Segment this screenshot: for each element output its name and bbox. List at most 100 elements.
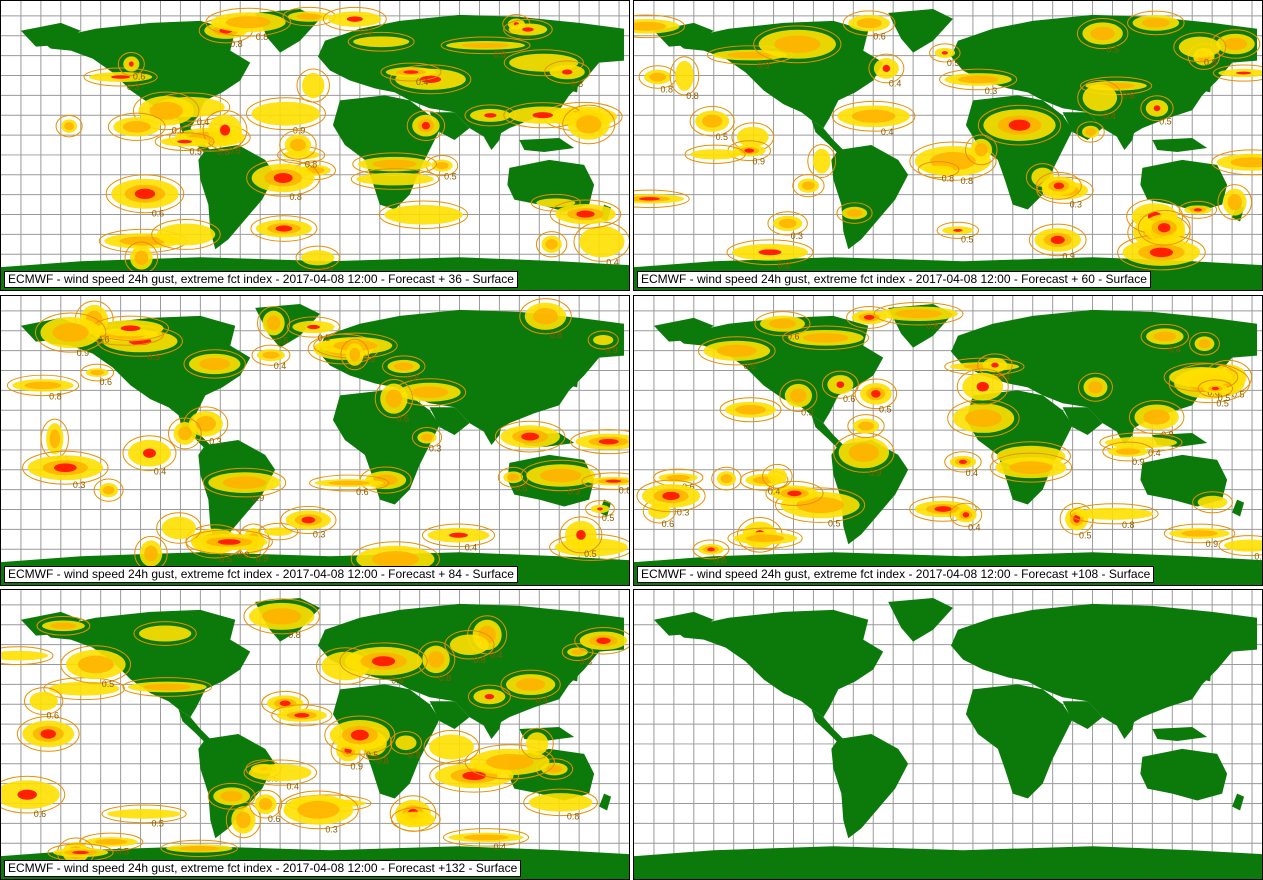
contour-label: 0.3 — [580, 657, 592, 667]
contour-line — [185, 529, 273, 555]
index-area-high — [521, 432, 540, 441]
index-area-high — [307, 324, 320, 330]
landmass — [599, 793, 612, 811]
contour-line — [277, 790, 359, 830]
index-area-low — [106, 809, 182, 819]
contour-line — [133, 621, 197, 646]
contour-line — [549, 199, 622, 229]
map-canvas: 0.50.60.80.90.40.80.30.80.50.60.80.80.90… — [1, 1, 629, 290]
index-area-mid — [856, 18, 882, 29]
index-area-mid — [297, 800, 340, 819]
index-area-high — [639, 197, 660, 201]
contour-line — [347, 31, 415, 52]
contour-line — [1211, 149, 1262, 176]
contour-line — [868, 53, 905, 84]
landmass — [479, 413, 505, 445]
index-area-low — [767, 468, 788, 485]
contour-label: 0.4 — [490, 650, 502, 660]
index-area-low — [249, 763, 312, 782]
index-area-high — [1157, 223, 1171, 233]
index-area-mid — [1085, 128, 1096, 136]
index-area-mid — [649, 72, 666, 82]
index-area-high — [134, 188, 156, 200]
landmass — [569, 365, 580, 388]
index-area-low — [525, 732, 549, 755]
contour-line — [105, 174, 185, 214]
contour-label: 0.3 — [360, 27, 372, 37]
index-area-high — [576, 210, 595, 218]
index-area-high — [279, 700, 291, 707]
contour-label: 0.4 — [197, 117, 209, 127]
contour-line — [719, 397, 782, 423]
contour-label: 0.8 — [376, 756, 388, 766]
index-area-mid — [134, 250, 149, 265]
index-area-high — [787, 490, 802, 497]
index-area-mid — [735, 404, 766, 415]
index-area-high — [484, 694, 495, 700]
index-area-high — [128, 61, 134, 67]
contour-label: 0.5 — [363, 354, 375, 364]
index-area-mid — [371, 551, 419, 568]
index-area-high — [662, 491, 680, 501]
contour-line — [949, 502, 983, 527]
contour-line — [634, 189, 690, 209]
contour-line — [207, 782, 256, 810]
contour-label: 0.6 — [99, 377, 111, 387]
landmass — [507, 159, 595, 212]
index-area-mid — [411, 386, 449, 398]
contour-line — [243, 759, 317, 786]
landmass — [1017, 317, 1045, 348]
contour-label: 0.5 — [1232, 390, 1244, 400]
contour-line — [530, 193, 581, 212]
index-area-high — [484, 113, 497, 118]
index-area-high — [1236, 71, 1252, 75]
contour-line — [243, 598, 320, 635]
index-area-high — [40, 729, 57, 739]
contour-line — [250, 215, 318, 242]
contour-line — [581, 472, 629, 490]
index-area-low — [1197, 495, 1228, 509]
index-area-high — [871, 390, 881, 398]
landmass — [1112, 707, 1138, 739]
contour-label: 0.5 — [828, 518, 840, 528]
contour-line — [831, 100, 916, 132]
index-area-high — [707, 547, 715, 552]
index-area-low — [578, 225, 625, 258]
index-area-mid — [435, 161, 449, 170]
contour-label: 0.8 — [1122, 520, 1134, 530]
contour-line — [836, 202, 873, 224]
contour-line — [390, 807, 441, 832]
contour-line — [765, 480, 824, 506]
extreme-forecast-index-layer: 0.60.50.90.80.50.50.60.60.60.50.40.90.40… — [636, 302, 1262, 565]
index-area-high — [462, 771, 486, 781]
contour-label: 0.8 — [567, 812, 579, 822]
index-area-high — [346, 16, 363, 22]
landmass — [479, 707, 505, 739]
contour-label: 0.6 — [152, 209, 164, 219]
contour-line — [989, 452, 1073, 483]
contour-line — [939, 68, 1018, 91]
contour-label: 0.4 — [287, 781, 299, 791]
contour-line — [183, 349, 246, 379]
contour-label: 0.3 — [1070, 199, 1082, 209]
landmass — [519, 138, 575, 152]
index-area-low — [1, 650, 48, 661]
contour-label: 0.5 — [879, 405, 891, 415]
landmass — [1062, 407, 1103, 436]
index-area-mid — [546, 765, 563, 773]
index-area-mid — [52, 323, 89, 342]
index-area-low — [429, 734, 474, 760]
contour-label: 0.8 — [619, 485, 629, 495]
index-area-mid — [90, 369, 105, 376]
index-area-high — [863, 314, 875, 320]
contour-label: 0.4 — [274, 361, 286, 371]
contour-label: 0.6 — [515, 483, 527, 493]
contour-label: 0.4 — [1103, 111, 1115, 121]
index-area-mid — [1181, 530, 1218, 537]
landmass — [1112, 118, 1138, 150]
landmass — [1152, 138, 1208, 152]
contour-label: 0.6 — [228, 146, 240, 156]
contour-label: 0.5 — [116, 847, 128, 857]
contour-line — [1140, 323, 1190, 350]
landmass — [178, 709, 211, 743]
